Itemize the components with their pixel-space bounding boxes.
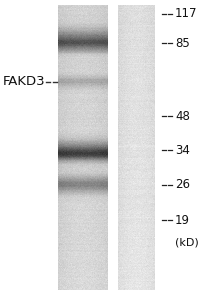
Text: 117: 117	[175, 7, 198, 20]
Text: 26: 26	[175, 178, 190, 191]
Text: 19: 19	[175, 214, 190, 227]
Text: 48: 48	[175, 110, 190, 123]
Text: FAKD3: FAKD3	[3, 75, 46, 88]
Text: (kD): (kD)	[175, 237, 199, 247]
Text: 34: 34	[175, 144, 190, 157]
Text: 85: 85	[175, 37, 190, 50]
